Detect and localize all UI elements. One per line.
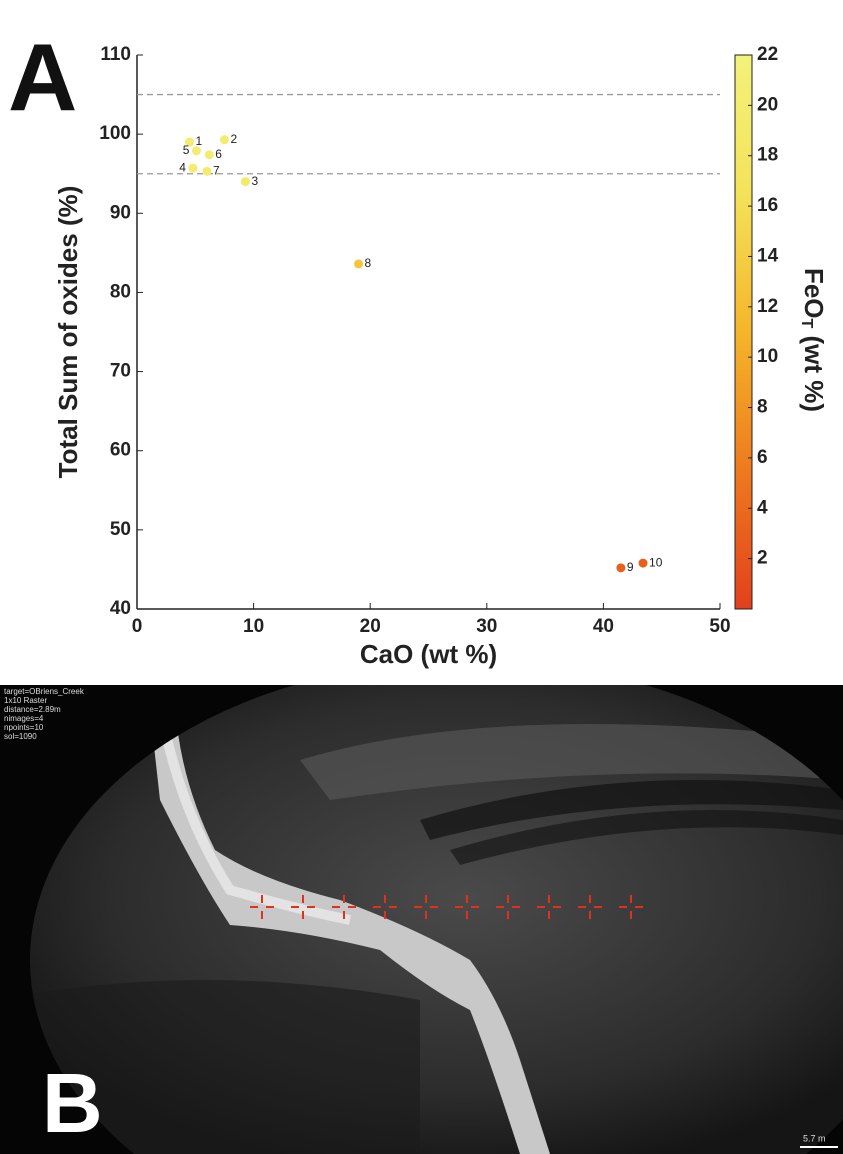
- colorbar-tick-label: 22: [757, 44, 778, 65]
- x-tick-label: 10: [243, 616, 264, 637]
- colorbar-label-part: T: [798, 319, 815, 329]
- x-tick-label: 50: [709, 616, 730, 637]
- y-tick-label: 100: [99, 123, 131, 144]
- raster-crosshair: [619, 895, 643, 919]
- image-view: [30, 685, 843, 1154]
- raster-crosshair: [537, 895, 561, 919]
- colorbar-tick-label: 2: [757, 548, 768, 569]
- y-tick-label: 70: [110, 361, 131, 382]
- colorbar-tick-label: 10: [757, 346, 778, 367]
- scale-label: 5.7 m: [803, 1133, 826, 1143]
- point: [638, 558, 648, 568]
- overlay-text: nimages=4: [4, 714, 44, 723]
- panel-label: A: [8, 24, 77, 131]
- panel-label: B: [42, 1056, 103, 1150]
- y-axis-label: Total Sum of oxides (%): [53, 186, 83, 479]
- point-label: 6: [215, 147, 222, 161]
- point: [202, 166, 212, 176]
- overlay-text: 1x10 Raster: [4, 696, 47, 705]
- point-label: 5: [183, 143, 190, 157]
- point-label: 10: [649, 555, 663, 569]
- colorbar-label-part: FeO: [799, 268, 829, 319]
- x-tick-label: 0: [132, 616, 143, 637]
- point: [240, 177, 250, 187]
- raster-crosshair: [332, 895, 356, 919]
- point: [191, 146, 201, 156]
- x-tick-label: 20: [360, 616, 381, 637]
- colorbar-label-part: (wt %): [799, 328, 829, 412]
- point: [354, 259, 364, 269]
- colorbar-tick-label: 6: [757, 447, 768, 468]
- colorbar-tick-label: 20: [757, 94, 778, 115]
- point: [204, 150, 214, 160]
- raster-markers: [250, 895, 643, 919]
- point-label: 3: [251, 174, 258, 188]
- point-label: 4: [179, 160, 186, 174]
- y-tick-label: 60: [110, 440, 131, 461]
- y-tick-label: 80: [110, 281, 131, 302]
- colorbar-tick-label: 16: [757, 195, 778, 216]
- point: [616, 563, 626, 573]
- x-tick-label: 40: [593, 616, 614, 637]
- raster-crosshair: [250, 895, 274, 919]
- overlay-text: distance=2.89m: [4, 705, 61, 714]
- y-tick-label: 40: [110, 598, 131, 619]
- colorbar-tick-label: 4: [757, 497, 768, 518]
- y-tick-label: 90: [110, 202, 131, 223]
- x-axis-label: CaO (wt %): [360, 639, 497, 669]
- raster-crosshair: [455, 895, 479, 919]
- point-label: 9: [627, 560, 634, 574]
- point: [184, 137, 194, 147]
- raster-crosshair: [578, 895, 602, 919]
- y-tick-label: 50: [110, 519, 131, 540]
- overlay-text: target=OBriens_Creek: [4, 687, 85, 696]
- raster-crosshair: [496, 895, 520, 919]
- point-label: 2: [230, 132, 237, 146]
- point: [219, 135, 229, 145]
- colorbar-tick-label: 8: [757, 397, 768, 418]
- colorbar: [734, 54, 753, 610]
- point-label: 1: [195, 134, 202, 148]
- x-tick-label: 30: [476, 616, 497, 637]
- raster-crosshair: [373, 895, 397, 919]
- colorbar-tick-label: 18: [757, 145, 778, 166]
- raster-crosshair: [291, 895, 315, 919]
- overlay-text: sol=1090: [4, 732, 37, 741]
- raster-crosshair: [414, 895, 438, 919]
- colorbar-tick-label: 14: [757, 245, 779, 266]
- colorbar-label: FeOT (wt %): [798, 268, 829, 412]
- point: [188, 163, 198, 173]
- point-label: 7: [213, 164, 220, 178]
- point-label: 8: [365, 256, 372, 270]
- colorbar-tick-label: 12: [757, 296, 778, 317]
- overlay-text: npoints=10: [4, 723, 44, 732]
- image-panel: B 5.7 m: [0, 685, 843, 1154]
- y-tick-label: 110: [100, 44, 131, 65]
